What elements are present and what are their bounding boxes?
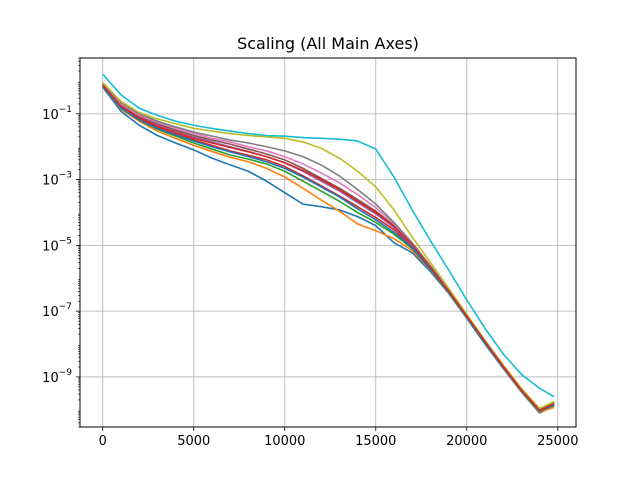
y-tick-exponent: −9: [59, 368, 73, 378]
y-tick-exponent: −5: [59, 236, 72, 246]
axis-ticks: 0 5000 10000 15000 20000 2500010−110−310−510−…: [42, 57, 578, 449]
y-tick-label: 10−7: [42, 302, 72, 320]
y-tick-base: 10: [42, 108, 59, 123]
y-tick-exponent: −3: [59, 171, 72, 181]
x-tick-label: 20000: [446, 434, 487, 449]
series-lines: [102, 73, 555, 414]
y-tick-exponent: −7: [59, 302, 72, 312]
x-tick-label: 10000: [264, 434, 305, 449]
y-tick-base: 10: [42, 371, 59, 386]
chart-title: Scaling (All Main Axes): [237, 34, 419, 53]
x-tick-label: 0: [99, 434, 107, 449]
x-tick-label: 5000: [177, 434, 210, 449]
y-tick-base: 10: [42, 239, 59, 254]
x-tick-label: 15000: [355, 434, 396, 449]
grid: [80, 58, 576, 427]
y-tick-label: 10−9: [42, 368, 72, 386]
y-tick-base: 10: [42, 174, 59, 189]
y-tick-label: 10−1: [42, 105, 72, 123]
series-line-10: [102, 73, 555, 398]
plot-frame: [79, 57, 577, 428]
y-tick-label: 10−5: [42, 236, 72, 254]
y-tick-exponent: −1: [59, 105, 72, 115]
y-tick-base: 10: [42, 305, 59, 320]
series-line-12: [102, 84, 555, 412]
x-tick-label: 25000: [537, 434, 578, 449]
y-tick-label: 10−3: [42, 171, 72, 189]
